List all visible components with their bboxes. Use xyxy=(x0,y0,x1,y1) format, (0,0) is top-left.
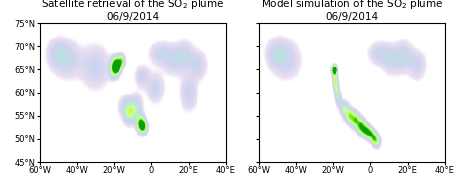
Title: Satellite retrieval of the SO$_2$ plume
06/9/2014: Satellite retrieval of the SO$_2$ plume … xyxy=(41,0,225,22)
Title: Model simulation of the SO$_2$ plume
06/9/2014: Model simulation of the SO$_2$ plume 06/… xyxy=(260,0,443,22)
